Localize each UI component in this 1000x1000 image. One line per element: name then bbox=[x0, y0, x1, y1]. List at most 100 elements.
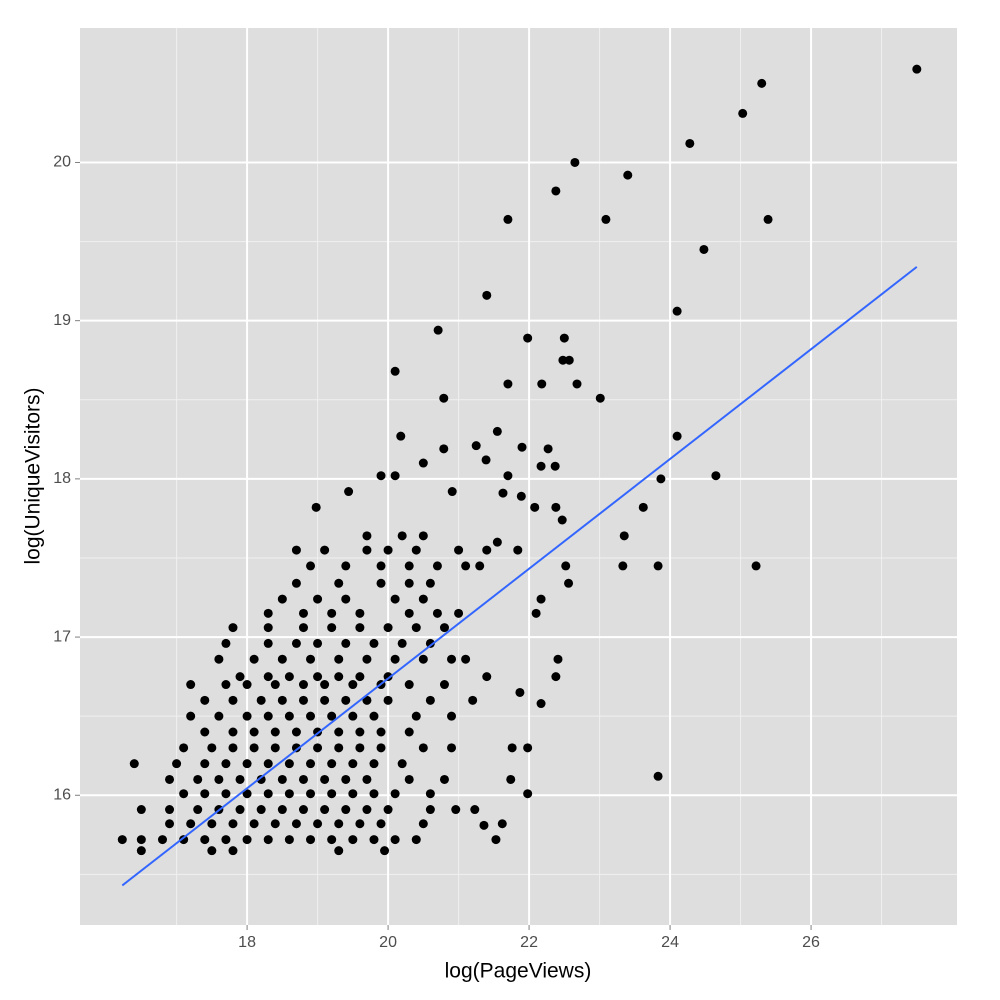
point bbox=[179, 789, 189, 799]
point bbox=[228, 727, 238, 737]
point bbox=[214, 711, 224, 721]
point bbox=[536, 699, 546, 709]
point bbox=[557, 515, 567, 525]
point bbox=[523, 789, 533, 799]
point bbox=[186, 680, 196, 690]
point bbox=[242, 835, 252, 845]
point bbox=[221, 759, 231, 769]
point bbox=[376, 743, 386, 753]
point bbox=[228, 819, 238, 829]
point bbox=[461, 561, 471, 571]
point bbox=[277, 654, 287, 664]
point bbox=[672, 431, 682, 441]
point bbox=[523, 333, 533, 343]
point bbox=[313, 638, 323, 648]
y-axis-title: log(UniqueVisitors) bbox=[22, 387, 45, 564]
point bbox=[207, 846, 217, 856]
point bbox=[200, 759, 210, 769]
point bbox=[298, 680, 308, 690]
point bbox=[334, 672, 344, 682]
point bbox=[425, 578, 435, 588]
point bbox=[306, 789, 316, 799]
point bbox=[376, 727, 386, 737]
point bbox=[263, 759, 273, 769]
point bbox=[348, 835, 358, 845]
point bbox=[471, 441, 481, 451]
point bbox=[277, 774, 287, 784]
x-axis-title: log(PageViews) bbox=[445, 960, 592, 983]
point bbox=[348, 789, 358, 799]
point bbox=[619, 531, 629, 541]
point bbox=[470, 805, 480, 815]
point bbox=[439, 393, 449, 403]
x-tick-label: 26 bbox=[802, 934, 820, 951]
point bbox=[513, 545, 523, 555]
point bbox=[263, 835, 273, 845]
point bbox=[517, 442, 527, 452]
point bbox=[311, 502, 321, 512]
point bbox=[320, 545, 330, 555]
point bbox=[200, 695, 210, 705]
point bbox=[656, 474, 666, 484]
point bbox=[298, 695, 308, 705]
point bbox=[390, 366, 400, 376]
point bbox=[369, 759, 379, 769]
point bbox=[551, 672, 561, 682]
point bbox=[523, 743, 533, 753]
point bbox=[313, 594, 323, 604]
point bbox=[172, 759, 182, 769]
point bbox=[291, 638, 301, 648]
point bbox=[313, 819, 323, 829]
point bbox=[479, 820, 489, 830]
point bbox=[390, 835, 400, 845]
point bbox=[242, 711, 252, 721]
point bbox=[228, 846, 238, 856]
point bbox=[376, 561, 386, 571]
point bbox=[516, 491, 526, 501]
point bbox=[327, 759, 337, 769]
point bbox=[334, 846, 344, 856]
point bbox=[235, 805, 245, 815]
point bbox=[751, 561, 761, 571]
point bbox=[179, 743, 189, 753]
point bbox=[165, 805, 175, 815]
point bbox=[699, 244, 709, 254]
point bbox=[221, 789, 231, 799]
point bbox=[418, 654, 428, 664]
point bbox=[411, 545, 421, 555]
point bbox=[550, 461, 560, 471]
point bbox=[327, 608, 337, 618]
point bbox=[117, 835, 127, 845]
point bbox=[498, 488, 508, 498]
point bbox=[355, 608, 365, 618]
point bbox=[306, 654, 316, 664]
point bbox=[313, 672, 323, 682]
point bbox=[425, 789, 435, 799]
point bbox=[270, 727, 280, 737]
point bbox=[341, 774, 351, 784]
point bbox=[320, 774, 330, 784]
point bbox=[506, 774, 516, 784]
fit-line bbox=[121, 266, 918, 887]
point bbox=[362, 531, 372, 541]
point bbox=[390, 789, 400, 799]
point bbox=[284, 789, 294, 799]
point bbox=[383, 695, 393, 705]
point bbox=[249, 654, 259, 664]
point bbox=[221, 638, 231, 648]
point bbox=[334, 654, 344, 664]
x-tick-label: 22 bbox=[520, 934, 538, 951]
point bbox=[757, 78, 767, 88]
point bbox=[447, 487, 457, 497]
point bbox=[482, 290, 492, 300]
point bbox=[482, 545, 492, 555]
point bbox=[186, 819, 196, 829]
point bbox=[341, 695, 351, 705]
point bbox=[221, 680, 231, 690]
point bbox=[411, 623, 421, 633]
point bbox=[306, 711, 316, 721]
point bbox=[320, 695, 330, 705]
point bbox=[623, 170, 633, 180]
point bbox=[165, 819, 175, 829]
point bbox=[383, 623, 393, 633]
